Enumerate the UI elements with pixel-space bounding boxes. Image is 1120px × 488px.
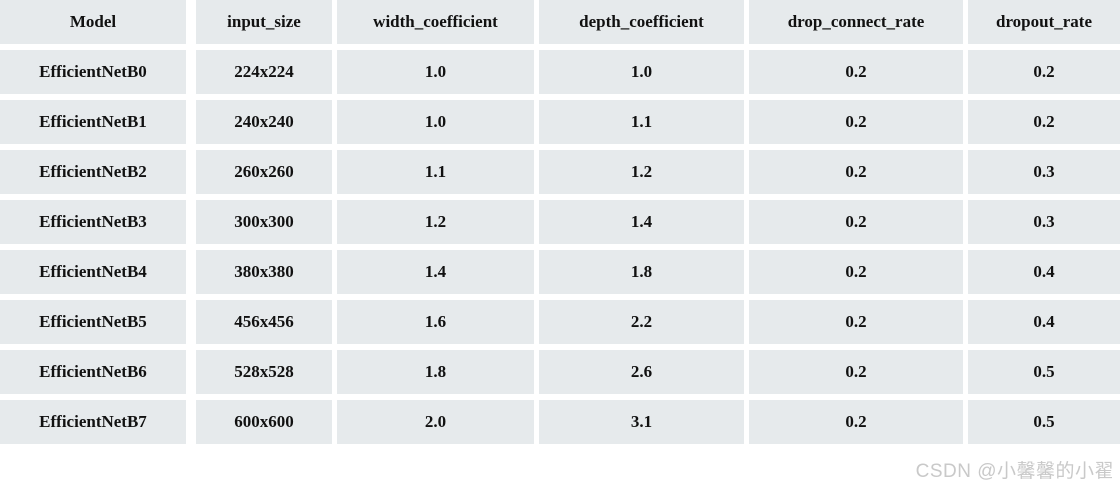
table-row: EfficientNetB7 600x600 2.0 3.1 0.2 0.5 — [0, 400, 1120, 450]
cell-model: EfficientNetB0 — [0, 50, 196, 100]
cell-dropout-rate: 0.4 — [968, 250, 1120, 300]
cell-width-coefficient: 1.0 — [337, 50, 539, 100]
csdn-watermark: CSDN @小馨馨的小翟 — [915, 461, 1114, 482]
col-header-drop-connect-rate: drop_connect_rate — [749, 0, 968, 50]
cell-width-coefficient: 1.1 — [337, 150, 539, 200]
cell-input-size: 456x456 — [196, 300, 337, 350]
cell-input-size: 240x240 — [196, 100, 337, 150]
cell-model: EfficientNetB1 — [0, 100, 196, 150]
cell-depth-coefficient: 3.1 — [539, 400, 749, 450]
cell-drop-connect-rate: 0.2 — [749, 250, 968, 300]
table-row: EfficientNetB6 528x528 1.8 2.6 0.2 0.5 — [0, 350, 1120, 400]
cell-depth-coefficient: 2.2 — [539, 300, 749, 350]
cell-input-size: 300x300 — [196, 200, 337, 250]
table-row: EfficientNetB0 224x224 1.0 1.0 0.2 0.2 — [0, 50, 1120, 100]
cell-drop-connect-rate: 0.2 — [749, 350, 968, 400]
table-header-row: Model input_size width_coefficient depth… — [0, 0, 1120, 50]
cell-depth-coefficient: 1.0 — [539, 50, 749, 100]
cell-model: EfficientNetB6 — [0, 350, 196, 400]
cell-depth-coefficient: 2.6 — [539, 350, 749, 400]
table-row: EfficientNetB3 300x300 1.2 1.4 0.2 0.3 — [0, 200, 1120, 250]
cell-model: EfficientNetB5 — [0, 300, 196, 350]
col-header-dropout-rate: dropout_rate — [968, 0, 1120, 50]
cell-input-size: 224x224 — [196, 50, 337, 100]
cell-dropout-rate: 0.4 — [968, 300, 1120, 350]
cell-drop-connect-rate: 0.2 — [749, 300, 968, 350]
cell-model: EfficientNetB7 — [0, 400, 196, 450]
cell-width-coefficient: 1.0 — [337, 100, 539, 150]
cell-dropout-rate: 0.5 — [968, 350, 1120, 400]
cell-drop-connect-rate: 0.2 — [749, 200, 968, 250]
cell-input-size: 380x380 — [196, 250, 337, 300]
cell-depth-coefficient: 1.2 — [539, 150, 749, 200]
cell-input-size: 528x528 — [196, 350, 337, 400]
cell-input-size: 600x600 — [196, 400, 337, 450]
cell-model: EfficientNetB4 — [0, 250, 196, 300]
cell-model: EfficientNetB3 — [0, 200, 196, 250]
cell-dropout-rate: 0.5 — [968, 400, 1120, 450]
cell-width-coefficient: 1.2 — [337, 200, 539, 250]
cell-dropout-rate: 0.3 — [968, 150, 1120, 200]
cell-depth-coefficient: 1.1 — [539, 100, 749, 150]
cell-depth-coefficient: 1.4 — [539, 200, 749, 250]
cell-dropout-rate: 0.2 — [968, 50, 1120, 100]
cell-drop-connect-rate: 0.2 — [749, 150, 968, 200]
table-row: EfficientNetB1 240x240 1.0 1.1 0.2 0.2 — [0, 100, 1120, 150]
col-header-model: Model — [0, 0, 196, 50]
cell-drop-connect-rate: 0.2 — [749, 100, 968, 150]
cell-dropout-rate: 0.3 — [968, 200, 1120, 250]
table-row: EfficientNetB5 456x456 1.6 2.2 0.2 0.4 — [0, 300, 1120, 350]
col-header-input-size: input_size — [196, 0, 337, 50]
cell-model: EfficientNetB2 — [0, 150, 196, 200]
cell-depth-coefficient: 1.8 — [539, 250, 749, 300]
table-row: EfficientNetB4 380x380 1.4 1.8 0.2 0.4 — [0, 250, 1120, 300]
cell-width-coefficient: 2.0 — [337, 400, 539, 450]
cell-width-coefficient: 1.6 — [337, 300, 539, 350]
cell-input-size: 260x260 — [196, 150, 337, 200]
col-header-depth-coefficient: depth_coefficient — [539, 0, 749, 50]
cell-drop-connect-rate: 0.2 — [749, 50, 968, 100]
cell-width-coefficient: 1.8 — [337, 350, 539, 400]
col-header-width-coefficient: width_coefficient — [337, 0, 539, 50]
efficientnet-params-table: Model input_size width_coefficient depth… — [0, 0, 1120, 450]
cell-width-coefficient: 1.4 — [337, 250, 539, 300]
cell-dropout-rate: 0.2 — [968, 100, 1120, 150]
cell-drop-connect-rate: 0.2 — [749, 400, 968, 450]
table-row: EfficientNetB2 260x260 1.1 1.2 0.2 0.3 — [0, 150, 1120, 200]
